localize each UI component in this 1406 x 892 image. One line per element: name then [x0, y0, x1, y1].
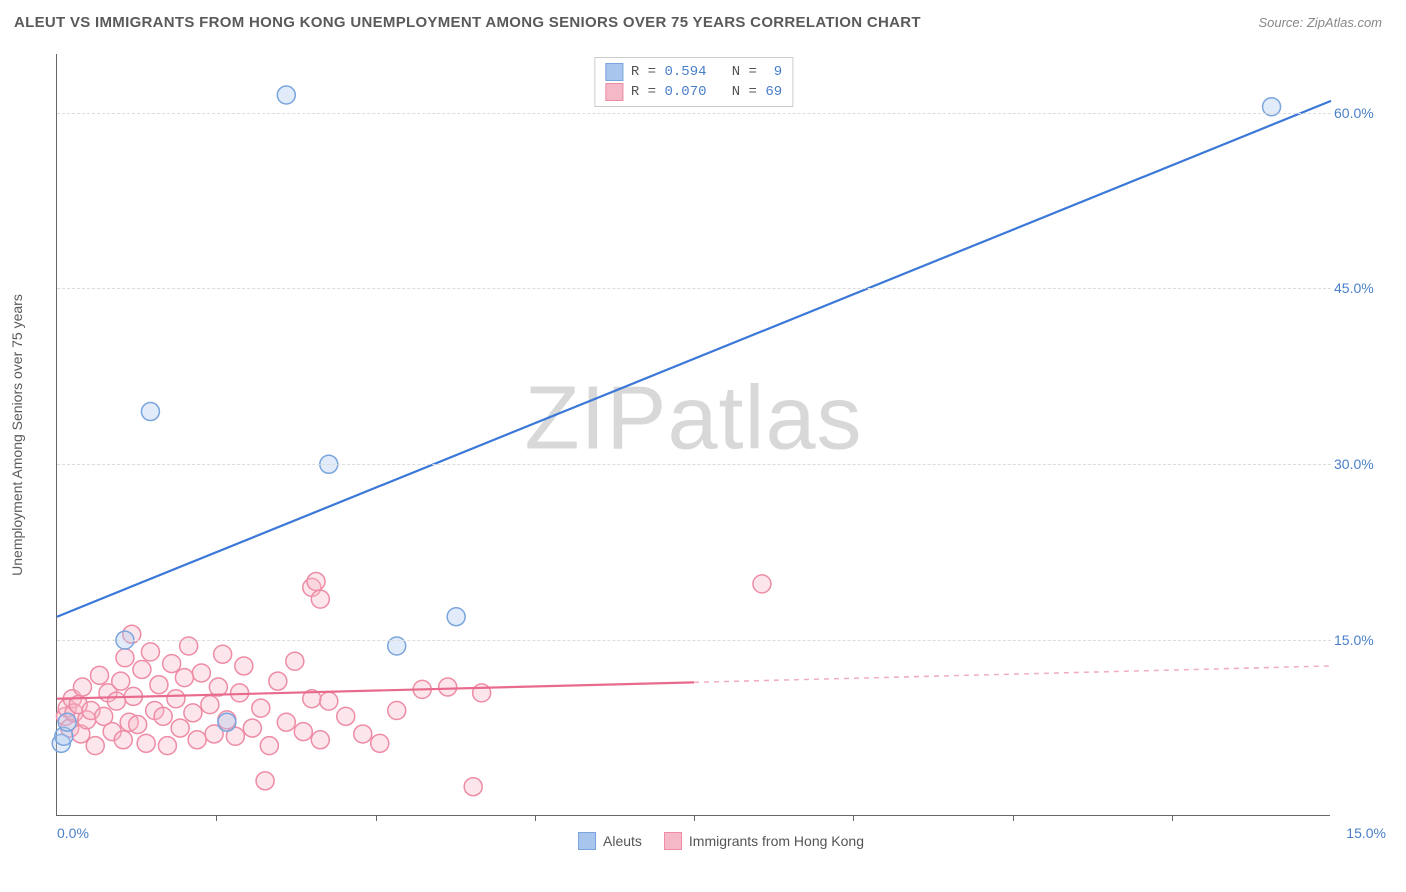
- chart-title: ALEUT VS IMMIGRANTS FROM HONG KONG UNEMP…: [14, 14, 921, 31]
- chart-svg-layer: [57, 54, 1331, 816]
- data-point: [277, 713, 295, 731]
- data-point: [150, 676, 168, 694]
- data-point: [175, 669, 193, 687]
- x-tick: [1172, 815, 1173, 821]
- data-point: [116, 649, 134, 667]
- data-point: [354, 725, 372, 743]
- legend-series-item: Immigrants from Hong Kong: [664, 832, 864, 850]
- data-point: [277, 86, 295, 104]
- x-tick: [216, 815, 217, 821]
- data-point: [129, 716, 147, 734]
- y-tick-label: 30.0%: [1334, 456, 1386, 472]
- legend-stats-text: R = 0.594 N = 9: [631, 64, 782, 80]
- grid-line: [57, 464, 1331, 465]
- data-point: [753, 575, 771, 593]
- data-point: [107, 692, 125, 710]
- data-point: [252, 699, 270, 717]
- data-point: [192, 664, 210, 682]
- data-point: [337, 707, 355, 725]
- data-point: [311, 731, 329, 749]
- correlation-chart: Unemployment Among Seniors over 75 years…: [56, 54, 1386, 816]
- data-point: [439, 678, 457, 696]
- data-point: [167, 690, 185, 708]
- data-point: [260, 737, 278, 755]
- x-tick: [376, 815, 377, 821]
- grid-line: [57, 640, 1331, 641]
- legend-series-label: Aleuts: [603, 833, 642, 849]
- grid-line: [57, 288, 1331, 289]
- data-point: [294, 723, 312, 741]
- data-point: [86, 737, 104, 755]
- legend-stats-box: R = 0.594 N = 9 R = 0.070 N = 69: [594, 57, 793, 107]
- grid-line: [57, 113, 1331, 114]
- legend-swatch: [605, 83, 623, 101]
- data-point: [188, 731, 206, 749]
- data-point: [154, 707, 172, 725]
- data-point: [112, 672, 130, 690]
- legend-series-label: Immigrants from Hong Kong: [689, 833, 864, 849]
- legend-stats-text: R = 0.070 N = 69: [631, 84, 782, 100]
- legend-stats-row: R = 0.594 N = 9: [605, 62, 782, 82]
- data-point: [133, 660, 151, 678]
- y-tick-label: 15.0%: [1334, 632, 1386, 648]
- legend-swatch: [578, 832, 596, 850]
- data-point: [371, 734, 389, 752]
- data-point: [447, 608, 465, 626]
- data-point: [269, 672, 287, 690]
- data-point: [286, 652, 304, 670]
- data-point: [218, 713, 236, 731]
- data-point: [163, 655, 181, 673]
- data-point: [201, 696, 219, 714]
- y-tick-label: 60.0%: [1334, 105, 1386, 121]
- data-point: [311, 590, 329, 608]
- x-tick-label: 15.0%: [1346, 825, 1386, 841]
- data-point: [235, 657, 253, 675]
- x-tick: [694, 815, 695, 821]
- data-point: [209, 678, 227, 696]
- data-point: [58, 713, 76, 731]
- x-tick: [853, 815, 854, 821]
- data-point: [464, 778, 482, 796]
- x-tick: [1013, 815, 1014, 821]
- trend-line-extrapolated: [694, 666, 1331, 682]
- data-point: [307, 573, 325, 591]
- data-point: [171, 719, 189, 737]
- data-point: [184, 704, 202, 722]
- source-attribution: Source: ZipAtlas.com: [1258, 15, 1382, 30]
- data-point: [256, 772, 274, 790]
- x-tick: [535, 815, 536, 821]
- legend-swatch: [664, 832, 682, 850]
- data-point: [388, 701, 406, 719]
- data-point: [158, 737, 176, 755]
- data-point: [137, 734, 155, 752]
- y-tick-label: 45.0%: [1334, 280, 1386, 296]
- data-point: [141, 403, 159, 421]
- chart-header: ALEUT VS IMMIGRANTS FROM HONG KONG UNEMP…: [0, 0, 1406, 39]
- y-axis-title: Unemployment Among Seniors over 75 years: [9, 294, 25, 576]
- x-tick-label: 0.0%: [57, 825, 89, 841]
- legend-bottom: Aleuts Immigrants from Hong Kong: [578, 832, 864, 850]
- data-point: [141, 643, 159, 661]
- plot-area: Unemployment Among Seniors over 75 years…: [56, 54, 1330, 816]
- legend-swatch: [605, 63, 623, 81]
- legend-stats-row: R = 0.070 N = 69: [605, 82, 782, 102]
- trend-line: [57, 101, 1331, 617]
- data-point: [320, 692, 338, 710]
- data-point: [90, 666, 108, 684]
- data-point: [243, 719, 261, 737]
- data-point: [114, 731, 132, 749]
- data-point: [214, 645, 232, 663]
- data-point: [73, 678, 91, 696]
- legend-series-item: Aleuts: [578, 832, 642, 850]
